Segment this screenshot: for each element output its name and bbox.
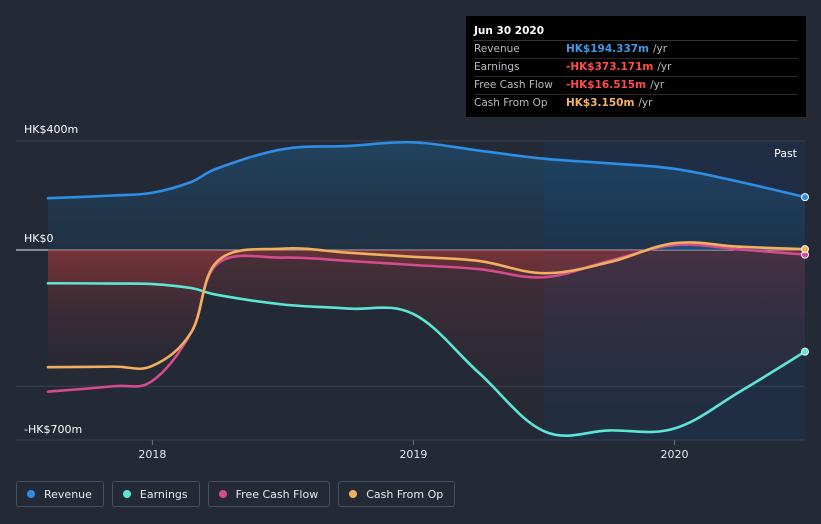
legend-label: Cash From Op: [366, 487, 444, 501]
x-tick-label: 2020: [660, 448, 688, 461]
tooltip-row: Cash From Op HK$3.150m/yr: [474, 95, 798, 112]
series-line-earnings: [46, 281, 807, 438]
x-tick-label: 2019: [399, 448, 427, 461]
series-line-revenue: [46, 140, 807, 200]
tooltip-row: Free Cash Flow -HK$16.515m/yr: [474, 77, 798, 95]
legend-item-revenue[interactable]: Revenue: [16, 481, 104, 507]
legend-dot: [218, 490, 227, 498]
legend-item-cash-from-op[interactable]: Cash From Op: [338, 481, 456, 507]
tooltip-value: HK$3.150m: [566, 97, 635, 109]
tooltip-label: Earnings: [474, 61, 520, 73]
axis-labels: HK$400m HK$0 -HK$700m 2018 2019 2020 Past: [24, 123, 798, 461]
past-label: Past: [774, 147, 798, 160]
chart-area: HK$400m HK$0 -HK$700m 2018 2019 2020 Past: [16, 123, 809, 461]
tooltip-row: Earnings -HK$373.171m/yr: [474, 59, 798, 77]
tooltip-panel: Jun 30 2020 Revenue HK$194.337m/yr Earning…: [466, 16, 806, 117]
legend-label: Earnings: [139, 487, 188, 501]
tooltip-label: Cash From Op: [474, 97, 548, 109]
series-endpoint-cash-from-op: [801, 245, 809, 254]
legend-item-free-cash-flow[interactable]: Free Cash Flow: [207, 481, 331, 507]
y-axis-label: -HK$700m: [24, 423, 82, 436]
tooltip-unit: /yr: [657, 61, 672, 73]
tooltip-value: HK$194.337m: [566, 43, 649, 55]
area-fills: [48, 142, 805, 436]
tooltip-value: -HK$373.171m: [566, 61, 654, 73]
legend-label: Free Cash Flow: [235, 487, 319, 501]
series-line-free-cash-flow: [46, 243, 807, 393]
legend-dot: [27, 490, 35, 498]
y-axis-label: HK$400m: [24, 123, 78, 136]
series-line-cash-from-op: [46, 241, 807, 371]
series-lines: [46, 140, 809, 438]
tooltip-unit: /yr: [638, 97, 653, 109]
legend-dot: [349, 490, 358, 498]
legend-dot: [122, 490, 131, 498]
tooltip-unit: /yr: [650, 79, 665, 91]
legend: Revenue Earnings Free Cash Flow Cash From O…: [16, 481, 456, 507]
area-negative-earnings: [48, 250, 805, 436]
series-endpoint-revenue: [801, 193, 809, 202]
legend-label: Revenue: [44, 487, 92, 501]
series-endpoint-earnings: [801, 347, 809, 356]
legend-item-earnings[interactable]: Earnings: [111, 481, 200, 507]
area-positive-revenue: [48, 142, 805, 250]
tooltip-unit: /yr: [653, 43, 668, 55]
y-axis-label: HK$0: [24, 232, 53, 245]
tooltip-value: -HK$16.515m: [566, 79, 647, 91]
tooltip-label: Free Cash Flow: [474, 79, 553, 91]
tooltip-label: Revenue: [474, 43, 520, 55]
tooltip-date: Jun 30 2020: [474, 24, 798, 41]
tooltip-row: Revenue HK$194.337m/yr: [474, 41, 798, 59]
x-tick-label: 2018: [138, 448, 166, 461]
